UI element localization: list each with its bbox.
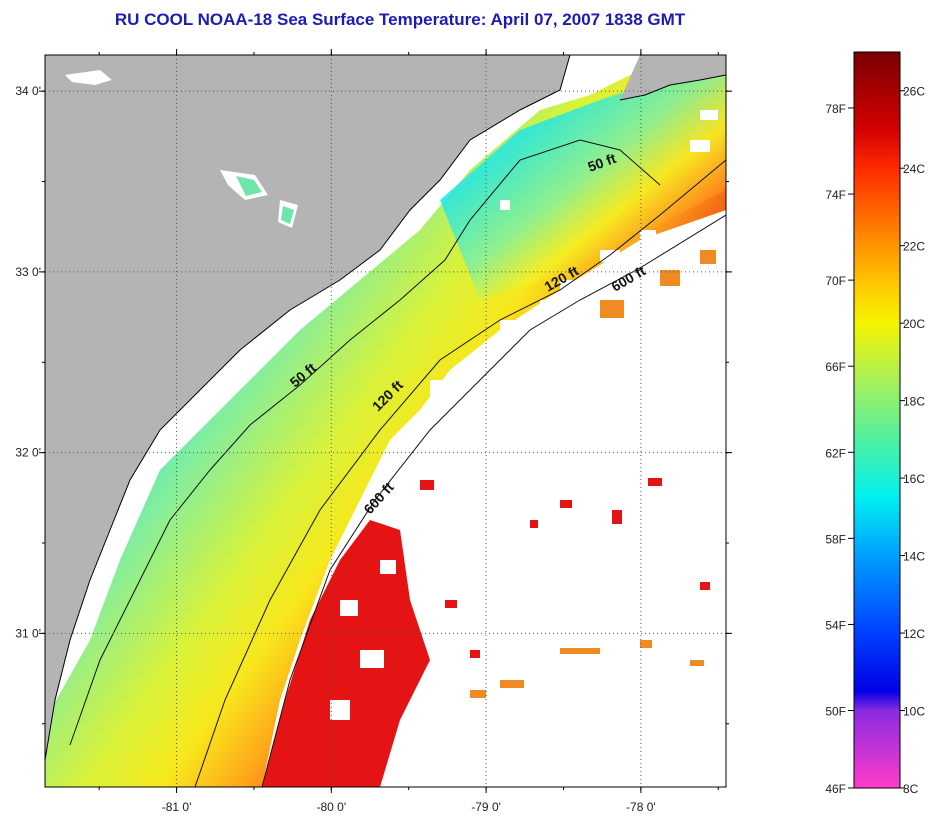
colorbar-c-label: 10C (903, 705, 925, 719)
lat-tick-label: 31 0' (15, 626, 41, 640)
map-title: RU COOL NOAA-18 Sea Surface Temperature:… (114, 10, 686, 29)
isobath-120ft (194, 159, 726, 787)
colorbar-c-label: 8C (903, 782, 919, 796)
colorbar-f-label: 66F (825, 360, 846, 374)
lon-tick-label: -78 0' (626, 800, 656, 814)
lon-tick-label: -81 0' (162, 800, 192, 814)
map-frame (44, 54, 727, 788)
colorbar-f-label: 74F (825, 188, 846, 202)
isobath-50ft (69, 139, 661, 746)
colorbar-c-label: 18C (903, 395, 925, 409)
gulf-stream-core (262, 520, 430, 787)
northern-shelf-water (440, 60, 726, 300)
coastline (45, 55, 571, 761)
offshore-warm-patches (470, 250, 716, 698)
lon-tick-label: -80 0' (317, 800, 347, 814)
colorbar-f-label: 46F (825, 782, 846, 796)
lon-tick-label: -79 0' (471, 800, 501, 814)
inland-lakes-water (236, 176, 294, 224)
colorbar-c-label: 22C (903, 240, 925, 254)
colorbar-f-label: 50F (825, 705, 846, 719)
colorbar-c-label: 14C (903, 550, 925, 564)
grid-lines (45, 55, 726, 787)
lat-tick-label: 33 0' (15, 265, 41, 279)
land-northeast (620, 55, 726, 100)
cloud-mask-holes (330, 110, 718, 720)
colorbar-c-label: 20C (903, 317, 925, 331)
coastline-northeast (619, 74, 726, 101)
colorbar-f-label: 78F (825, 102, 846, 116)
colorbar-labels: 78F 74F 70F 66F 62F 58F 54F 50F 46F 26C 24C 22C 20C 1… (825, 85, 925, 796)
colorbar-f-label: 70F (825, 274, 846, 288)
colorbar-c-label: 26C (903, 85, 925, 99)
colorbar-c-label: 12C (903, 627, 925, 641)
lat-tick-label: 32 0' (15, 446, 41, 460)
isobath-600ft (261, 214, 726, 787)
colorbar-f-label: 62F (825, 446, 846, 460)
colorbar-c-label: 24C (903, 162, 925, 176)
colorbar-gradient (853, 51, 901, 789)
colorbar-f-label: 58F (825, 532, 846, 546)
axis-ticks: -81 0' -80 0' -79 0' -78 0' 34 0' 33 0' 32 0' 3… (15, 49, 732, 814)
lat-tick-label: 34 0' (15, 84, 41, 98)
gulf-stream-patches (420, 478, 710, 658)
colorbar-c-label: 16C (903, 472, 925, 486)
colorbar-f-label: 54F (825, 618, 846, 632)
